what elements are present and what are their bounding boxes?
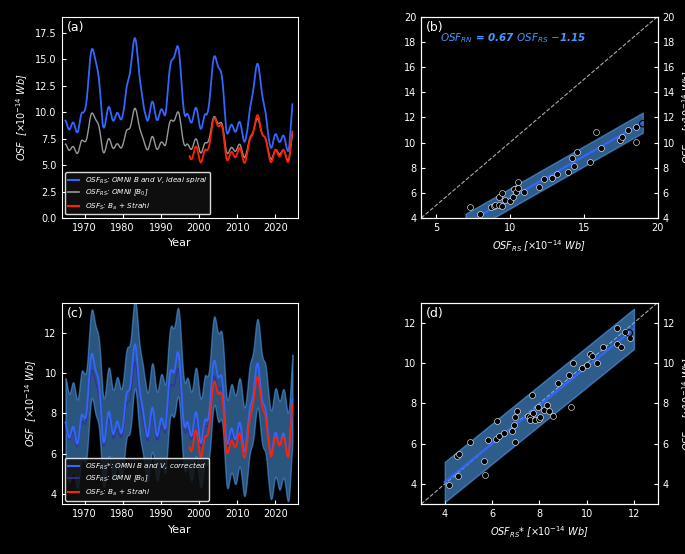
Point [453,450,464,459]
Point [566,154,577,163]
Point [553,379,564,388]
X-axis label: Year: Year [168,238,192,249]
Point [510,437,521,446]
Point [584,157,595,166]
Y-axis label: $OSF$  [$\times\!10^{-14}$ Wb]: $OSF$ [$\times\!10^{-14}$ Wb] [14,74,29,161]
Point [464,438,475,447]
Point [585,350,596,358]
Point [552,170,563,179]
Point [591,128,602,137]
Point [631,122,642,131]
Y-axis label: $OSF$  [$\times\!10^{-14}$ Wb]: $OSF$ [$\times\!10^{-14}$ Wb] [23,360,39,447]
Text: (c): (c) [66,307,83,320]
Point [568,358,579,367]
Point [534,414,545,423]
Point [518,188,529,197]
Point [587,352,598,361]
Point [496,201,507,210]
Point [492,417,503,425]
Y-axis label: $OSF_{tot}$ [$\times\!10^{-14}$ Wb]: $OSF_{tot}$ [$\times\!10^{-14}$ Wb] [680,356,685,450]
Point [499,196,510,204]
Text: (d): (d) [426,307,444,320]
Text: (a): (a) [66,20,84,34]
Point [547,173,558,182]
Point [508,420,519,429]
Point [616,132,627,141]
Point [630,137,641,146]
Point [464,203,475,212]
Point [619,327,630,336]
Point [474,210,485,219]
Point [510,188,521,197]
Y-axis label: $OSF_{tot}$ [$\times\!10^{-14}$ Wb]: $OSF_{tot}$ [$\times\!10^{-14}$ Wb] [680,70,685,165]
Point [486,203,497,212]
Point [493,201,504,209]
Point [538,175,549,183]
Point [624,334,635,342]
Point [444,480,455,489]
Point [612,340,623,348]
Point [541,400,552,409]
Point [534,413,545,422]
Point [563,168,574,177]
Point [507,193,518,202]
Text: $OSF_{RN}$ = 0.67 $OSF_{RS}$ $-$1.15: $OSF_{RN}$ = 0.67 $OSF_{RS}$ $-$1.15 [440,31,587,44]
Point [499,429,510,438]
Point [493,193,504,202]
Point [534,182,545,191]
Point [532,403,543,412]
Point [488,202,499,211]
Point [490,434,501,443]
Point [564,371,575,379]
Point [512,183,523,192]
Text: (b): (b) [426,20,443,34]
Point [506,427,517,436]
Point [512,177,523,186]
Point [596,143,607,152]
Point [530,416,540,425]
Point [511,407,522,416]
Point [453,471,464,480]
Point [598,343,609,352]
Point [591,358,602,367]
Point [624,329,635,337]
Point [637,119,648,128]
Point [582,360,593,369]
Point [576,363,587,372]
Point [611,324,622,333]
Point [547,412,558,420]
Point [615,342,626,351]
Point [525,416,536,425]
Point [526,391,537,399]
Point [614,136,625,145]
X-axis label: $OSF_{RS}$ [$\times\!10^{-14}$ Wb]: $OSF_{RS}$ [$\times\!10^{-14}$ Wb] [493,238,586,254]
Point [497,189,508,198]
Point [566,402,577,411]
Point [623,125,634,134]
Point [571,147,582,156]
Point [525,412,536,421]
Point [543,407,554,416]
Point [479,470,490,479]
Point [538,406,549,415]
Point [451,451,462,460]
X-axis label: $OSF_{RS}$* [$\times\!10^{-14}$ Wb]: $OSF_{RS}$* [$\times\!10^{-14}$ Wb] [490,525,588,540]
Point [569,162,580,171]
Point [494,432,505,440]
Legend: $OSF_{RS}$: OMNI B and V, ideal spiral, $OSF_{RS}$: OMNI [$B_0$], $OSF_S$: $B_a$: $OSF_{RS}$: OMNI B and V, ideal spiral, … [65,172,210,214]
Point [508,184,519,193]
Point [505,197,516,206]
Point [489,201,500,209]
Point [522,412,533,420]
Point [527,408,538,417]
Point [478,456,489,465]
Point [510,413,521,422]
X-axis label: Year: Year [168,525,192,535]
Legend: $OSF_{RS}$*: OMNI B and V, corrected, $OSF_{RS}$: OMNI [$B_0$], $OSF_S$: $B_a$ +: $OSF_{RS}$*: OMNI B and V, corrected, $O… [65,458,209,500]
Point [483,435,494,444]
